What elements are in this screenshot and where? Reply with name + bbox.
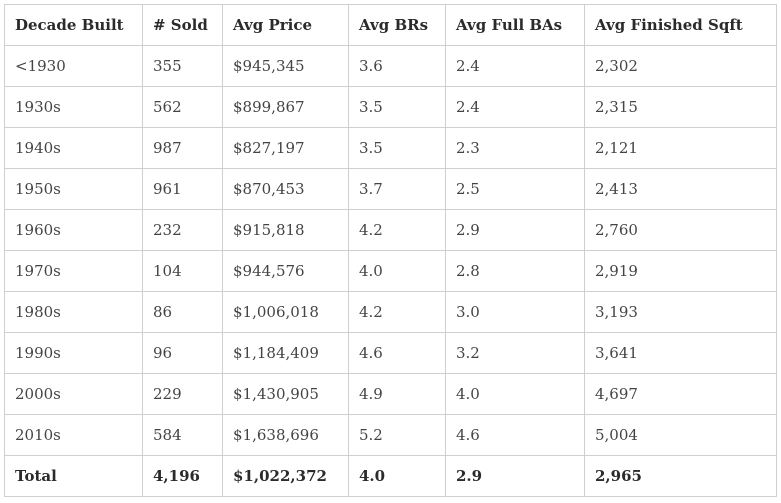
- cell-brs: 3.7: [348, 168, 446, 210]
- total-label: Total: [4, 455, 143, 497]
- cell-sqft: 5,004: [584, 414, 777, 456]
- cell-sold: 961: [142, 168, 223, 210]
- cell-sold: 86: [142, 291, 223, 333]
- cell-brs: 3.5: [348, 86, 446, 128]
- cell-sold: 232: [142, 209, 223, 251]
- cell-bas: 2.4: [445, 86, 585, 128]
- cell-decade: 1980s: [4, 291, 143, 333]
- cell-price: $870,453: [222, 168, 349, 210]
- cell-sold: 562: [142, 86, 223, 128]
- cell-sold: 96: [142, 332, 223, 374]
- total-sold: 4,196: [142, 455, 223, 497]
- cell-sqft: 2,121: [584, 127, 777, 169]
- cell-sold: 584: [142, 414, 223, 456]
- table-row: 1970s 104 $944,576 4.0 2.8 2,919: [4, 250, 777, 292]
- cell-sold: 987: [142, 127, 223, 169]
- cell-bas: 2.4: [445, 45, 585, 87]
- cell-bas: 2.8: [445, 250, 585, 292]
- cell-sqft: 2,919: [584, 250, 777, 292]
- table-row: 1940s 987 $827,197 3.5 2.3 2,121: [4, 127, 777, 169]
- cell-sold: 355: [142, 45, 223, 87]
- cell-bas: 3.2: [445, 332, 585, 374]
- cell-brs: 4.0: [348, 250, 446, 292]
- header-number-sold: # Sold: [142, 4, 223, 46]
- cell-brs: 4.6: [348, 332, 446, 374]
- cell-price: $944,576: [222, 250, 349, 292]
- cell-price: $827,197: [222, 127, 349, 169]
- cell-decade: 1950s: [4, 168, 143, 210]
- table-header: Decade Built # Sold Avg Price Avg BRs Av…: [4, 4, 777, 46]
- header-decade-built: Decade Built: [4, 4, 143, 46]
- total-brs: 4.0: [348, 455, 446, 497]
- cell-brs: 4.9: [348, 373, 446, 415]
- cell-decade: 1970s: [4, 250, 143, 292]
- table-row: 2010s 584 $1,638,696 5.2 4.6 5,004: [4, 414, 777, 456]
- cell-bas: 2.3: [445, 127, 585, 169]
- cell-sold: 229: [142, 373, 223, 415]
- table-row: 1960s 232 $915,818 4.2 2.9 2,760: [4, 209, 777, 251]
- header-avg-full-bas: Avg Full BAs: [445, 4, 585, 46]
- header-avg-finished-sqft: Avg Finished Sqft: [584, 4, 777, 46]
- cell-decade: 1940s: [4, 127, 143, 169]
- table-footer: Total 4,196 $1,022,372 4.0 2.9 2,965: [4, 455, 777, 497]
- total-bas: 2.9: [445, 455, 585, 497]
- total-sqft: 2,965: [584, 455, 777, 497]
- table-row: <1930 355 $945,345 3.6 2.4 2,302: [4, 45, 777, 87]
- cell-price: $1,430,905: [222, 373, 349, 415]
- cell-sold: 104: [142, 250, 223, 292]
- cell-bas: 4.6: [445, 414, 585, 456]
- table-row: 1990s 96 $1,184,409 4.6 3.2 3,641: [4, 332, 777, 374]
- cell-brs: 3.6: [348, 45, 446, 87]
- cell-price: $1,184,409: [222, 332, 349, 374]
- cell-decade: 1990s: [4, 332, 143, 374]
- total-row: Total 4,196 $1,022,372 4.0 2.9 2,965: [4, 455, 777, 497]
- cell-bas: 2.5: [445, 168, 585, 210]
- cell-brs: 4.2: [348, 209, 446, 251]
- cell-brs: 5.2: [348, 414, 446, 456]
- cell-decade: 1960s: [4, 209, 143, 251]
- header-avg-brs: Avg BRs: [348, 4, 446, 46]
- table-row: 1930s 562 $899,867 3.5 2.4 2,315: [4, 86, 777, 128]
- table-body: <1930 355 $945,345 3.6 2.4 2,302 1930s 5…: [4, 45, 777, 456]
- cell-decade: 1930s: [4, 86, 143, 128]
- cell-decade: <1930: [4, 45, 143, 87]
- total-price: $1,022,372: [222, 455, 349, 497]
- cell-price: $1,638,696: [222, 414, 349, 456]
- cell-price: $945,345: [222, 45, 349, 87]
- cell-decade: 2010s: [4, 414, 143, 456]
- cell-sqft: 2,315: [584, 86, 777, 128]
- cell-sqft: 2,302: [584, 45, 777, 87]
- cell-brs: 4.2: [348, 291, 446, 333]
- cell-sqft: 2,760: [584, 209, 777, 251]
- cell-brs: 3.5: [348, 127, 446, 169]
- cell-sqft: 4,697: [584, 373, 777, 415]
- cell-price: $899,867: [222, 86, 349, 128]
- cell-decade: 2000s: [4, 373, 143, 415]
- cell-bas: 2.9: [445, 209, 585, 251]
- cell-sqft: 3,641: [584, 332, 777, 374]
- cell-sqft: 3,193: [584, 291, 777, 333]
- cell-price: $1,006,018: [222, 291, 349, 333]
- table-row: 2000s 229 $1,430,905 4.9 4.0 4,697: [4, 373, 777, 415]
- cell-sqft: 2,413: [584, 168, 777, 210]
- table-row: 1950s 961 $870,453 3.7 2.5 2,413: [4, 168, 777, 210]
- sales-by-decade-table: Decade Built # Sold Avg Price Avg BRs Av…: [4, 4, 777, 497]
- header-row: Decade Built # Sold Avg Price Avg BRs Av…: [4, 4, 777, 46]
- sales-by-decade-table-container: Decade Built # Sold Avg Price Avg BRs Av…: [4, 4, 777, 497]
- header-avg-price: Avg Price: [222, 4, 349, 46]
- table-row: 1980s 86 $1,006,018 4.2 3.0 3,193: [4, 291, 777, 333]
- cell-bas: 4.0: [445, 373, 585, 415]
- cell-price: $915,818: [222, 209, 349, 251]
- cell-bas: 3.0: [445, 291, 585, 333]
